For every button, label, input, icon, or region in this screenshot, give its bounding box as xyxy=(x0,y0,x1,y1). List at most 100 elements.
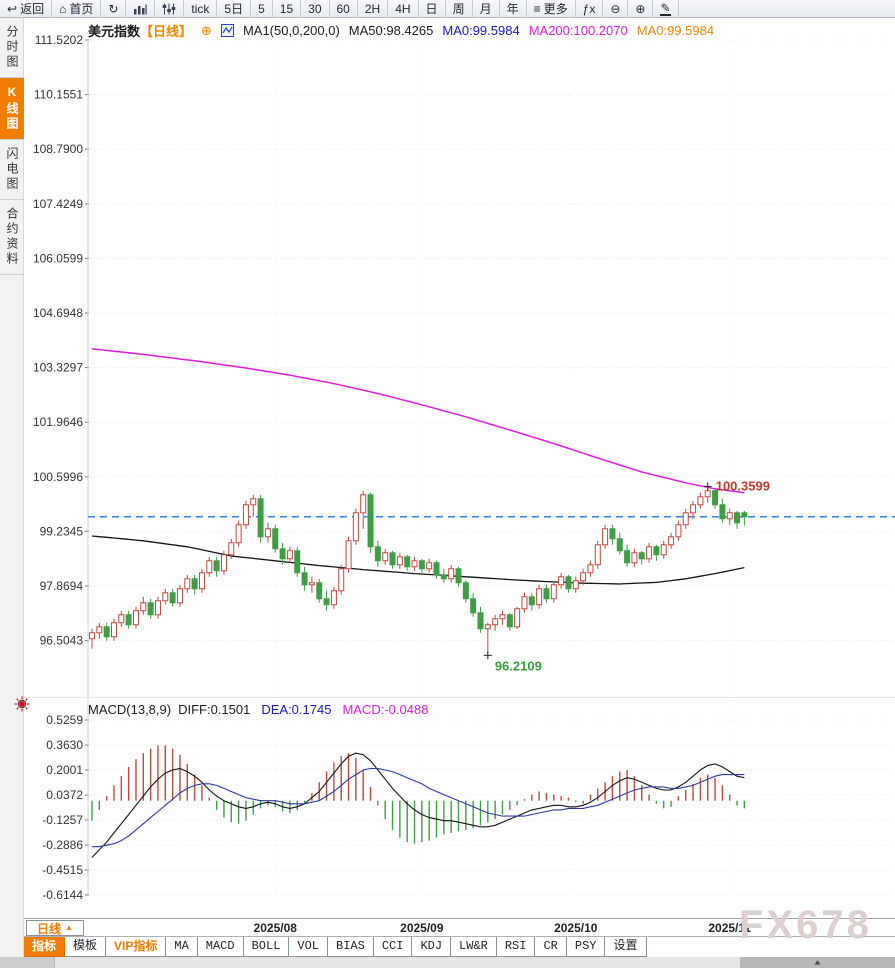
back-arrow-icon: ↩ xyxy=(7,1,18,16)
period-tag: 【日线】 xyxy=(140,24,193,39)
indicator-tabs: 指标 模板 VIP指标 MA MACD BOLL VOL BIAS CCI KDJ LW&R RSI C… xyxy=(24,936,895,957)
tab-BOLL[interactable]: BOLL xyxy=(243,937,290,957)
tab-设置[interactable]: 设置 xyxy=(605,937,647,957)
xaxis-label-2025/10: 2025/10 xyxy=(554,921,598,935)
toolbar-button-label: 30 xyxy=(308,1,322,16)
toolbar-button-indicator-panel[interactable] xyxy=(155,0,185,17)
svg-text:110.1551: 110.1551 xyxy=(34,88,83,102)
xaxis-label-2025/09: 2025/09 xyxy=(400,921,444,935)
tab-VIP指标[interactable]: VIP指标 xyxy=(106,937,167,957)
toolbar-button-label: 首页 xyxy=(69,2,94,16)
macd-diff-value: DIFF:0.1501 xyxy=(178,702,251,717)
toolbar-button-5d[interactable]: 5日 xyxy=(217,0,252,17)
toolbar-button-fx[interactable]: ƒx xyxy=(576,0,604,17)
toolbar-button-weekly[interactable]: 周 xyxy=(446,0,473,17)
toolbar-button-home[interactable]: ⌂ 首页 xyxy=(52,0,102,17)
toolbar-button-more[interactable]: ≡ 更多 xyxy=(527,0,576,17)
tab-PSY[interactable]: PSY xyxy=(566,937,606,957)
toolbar-button-h2[interactable]: 2H xyxy=(358,0,389,17)
tab-模板[interactable]: 模板 xyxy=(65,937,107,957)
macd-header-row: MACD(13,8,9) DIFF:0.1501 DEA:0.1745 MACD… xyxy=(88,702,428,717)
top-toolbar: ↩ 返回 ⌂ 首页 ↻ tick 5日 5 15 30 60 2H 4H 日周月年 ≡ 更多 ƒx ⊖ ⊕ ✎ xyxy=(0,0,895,18)
toolbar-button-label: 15 xyxy=(279,1,294,16)
mini-chart-icon xyxy=(220,24,234,37)
bar-chart-icon xyxy=(134,4,148,14)
xaxis-row: 日线 ▲ 2025/08 2025/09 2025/10 2025/11 xyxy=(0,918,895,936)
tab-VOL[interactable]: VOL xyxy=(289,937,329,957)
chart-title-row: 美元指数 【日线】 ⊕ MA1(50,0,200,0) MA50:98.4265… xyxy=(88,21,714,40)
svg-text:103.3297: 103.3297 xyxy=(33,361,83,375)
toolbar-button-label: 5日 xyxy=(224,2,244,16)
toolbar-button-m15[interactable]: 15 xyxy=(273,0,302,17)
menu-icon: ≡ xyxy=(533,1,541,16)
macd-value: MACD:-0.0488 xyxy=(342,702,429,717)
toolbar-button-label: 年 xyxy=(506,2,519,16)
toolbar-button-back[interactable]: ↩ 返回 xyxy=(0,0,53,17)
svg-text:96.5043: 96.5043 xyxy=(40,634,84,648)
indicator-sun-icon[interactable] xyxy=(13,695,31,713)
toolbar-button-label: 日 xyxy=(425,2,438,16)
svg-text:111.5202: 111.5202 xyxy=(35,33,84,47)
macd-dea-line xyxy=(92,767,745,848)
period-selector[interactable]: 日线 ▲ xyxy=(26,920,84,936)
tab-指标[interactable]: 指标 xyxy=(24,937,66,957)
svg-text:108.7900: 108.7900 xyxy=(33,142,83,156)
price-annotation: 96.2109 xyxy=(495,658,542,673)
toolbar-button-m60[interactable]: 60 xyxy=(330,0,358,17)
bottom-scrollbar[interactable]: ▲ xyxy=(740,957,895,968)
sidebar-item-分时图[interactable]: 分时图 xyxy=(0,18,24,78)
svg-text:106.0599: 106.0599 xyxy=(33,251,83,265)
svg-text:-0.4515: -0.4515 xyxy=(42,863,83,877)
bottom-left-block xyxy=(0,957,55,968)
toolbar-button-label: 返回 xyxy=(20,2,45,16)
toolbar-button-yearly[interactable]: 年 xyxy=(500,0,527,17)
zoom-out-icon: ⊖ xyxy=(610,1,621,16)
sidebar-item-合约资料[interactable]: 合约资料 xyxy=(0,200,24,275)
toolbar-button-zoom-out[interactable]: ⊖ xyxy=(603,0,629,17)
pencil-icon: ✎ xyxy=(660,0,671,16)
bottom-strip: ▲ xyxy=(0,957,895,968)
toolbar-button-tick[interactable]: tick xyxy=(184,0,218,17)
toolbar-button-label: 4H xyxy=(395,1,411,16)
svg-text:0.5259: 0.5259 xyxy=(46,713,83,727)
expand-circle-icon[interactable]: ⊕ xyxy=(201,23,212,38)
tab-BIAS[interactable]: BIAS xyxy=(328,937,374,957)
toolbar-button-refresh[interactable]: ↻ xyxy=(101,0,127,17)
ma50-value: MA50:98.4265 xyxy=(348,23,434,38)
toolbar-button-zoom-in[interactable]: ⊕ xyxy=(628,0,654,17)
tab-MACD[interactable]: MACD xyxy=(197,937,244,957)
tab-KDJ[interactable]: KDJ xyxy=(412,937,452,957)
ma-params: MA1(50,0,200,0) xyxy=(242,23,340,38)
svg-text:-0.1257: -0.1257 xyxy=(42,813,83,827)
toolbar-button-m5[interactable]: 5 xyxy=(251,0,273,17)
tab-LW&R[interactable]: LW&R xyxy=(451,937,497,957)
xaxis-label-2025/08: 2025/08 xyxy=(253,921,297,935)
tab-MA[interactable]: MA xyxy=(166,937,198,957)
ma-lines xyxy=(91,348,745,585)
tab-CR[interactable]: CR xyxy=(535,937,567,957)
svg-text:0.2001: 0.2001 xyxy=(46,763,83,777)
tab-CCI[interactable]: CCI xyxy=(373,937,413,957)
toolbar-button-label: 月 xyxy=(479,2,492,16)
macd-diff-line xyxy=(91,752,745,858)
home-icon: ⌂ xyxy=(59,1,67,16)
arrow-up-icon: ▲ xyxy=(65,923,73,932)
sidebar-item-闪电图[interactable]: 闪电图 xyxy=(0,140,24,200)
toolbar-button-monthly[interactable]: 月 xyxy=(473,0,500,17)
toolbar-button-h4[interactable]: 4H xyxy=(388,0,419,17)
toolbar-button-label: ƒx xyxy=(582,1,596,16)
toolbar-button-draw[interactable]: ✎ xyxy=(653,0,679,17)
svg-text:99.2345: 99.2345 xyxy=(40,524,84,538)
toolbar-button-daily[interactable]: 日 xyxy=(419,0,446,17)
svg-text:-0.6144: -0.6144 xyxy=(42,888,83,902)
toolbar-button-chart-type[interactable] xyxy=(126,0,156,17)
tab-RSI[interactable]: RSI xyxy=(496,937,536,957)
toolbar-button-m30[interactable]: 30 xyxy=(301,0,330,17)
svg-text:-0.2886: -0.2886 xyxy=(42,838,83,852)
svg-text:107.4249: 107.4249 xyxy=(33,197,83,211)
toolbar-button-label: 60 xyxy=(336,1,350,16)
ma200-line xyxy=(91,348,745,494)
sidebar-item-K线图[interactable]: K线图 xyxy=(0,78,24,140)
refresh-icon: ↻ xyxy=(108,1,119,16)
price-macd-chart: 111.5202 110.1551 108.7900 107.4249 106.0599… xyxy=(24,33,895,902)
